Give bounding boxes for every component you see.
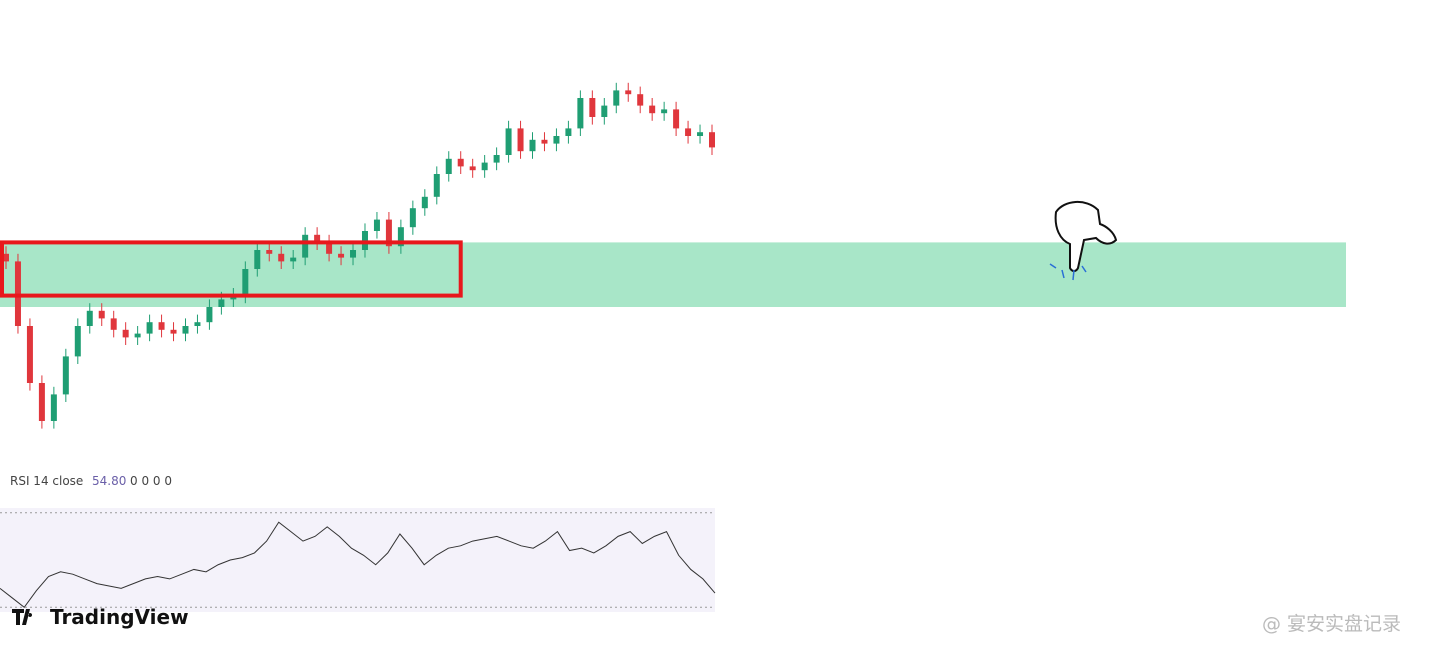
- candle-body: [601, 105, 608, 117]
- candle-body: [541, 139, 548, 144]
- candle-body: [254, 250, 261, 269]
- candle-body: [278, 253, 285, 262]
- candle-body: [290, 257, 297, 262]
- candle-body: [3, 253, 9, 262]
- rsi-extra: 0 0 0 0: [130, 474, 172, 488]
- candle-body: [589, 98, 596, 117]
- candle-body: [697, 132, 704, 136]
- candle-body: [74, 326, 81, 357]
- candle-body: [134, 333, 141, 338]
- candle-body: [625, 90, 632, 95]
- candle-body: [709, 132, 715, 148]
- candle-body: [38, 383, 45, 421]
- candle-body: [577, 98, 584, 129]
- pointing-hand: [1049, 201, 1118, 281]
- candle-body: [170, 329, 177, 334]
- brand-logo: [12, 609, 33, 625]
- candle-body: [50, 394, 57, 421]
- candle-body: [505, 128, 512, 155]
- candle-body: [445, 158, 452, 174]
- candle-body: [517, 128, 524, 152]
- candle-body: [649, 105, 656, 114]
- candle-body: [409, 208, 416, 228]
- candle-body: [385, 219, 392, 247]
- candle-body: [302, 234, 309, 258]
- candle-body: [481, 162, 488, 171]
- candle-body: [457, 158, 464, 167]
- candle-body: [182, 326, 189, 334]
- brand: TradingView: [50, 605, 189, 629]
- candle-body: [242, 269, 249, 296]
- candle-body: [122, 329, 129, 338]
- candle-body: [146, 322, 153, 334]
- rsi-value: 54.80: [92, 474, 126, 488]
- candle-body: [218, 299, 225, 307]
- candle-body: [326, 242, 333, 254]
- candle-body: [553, 136, 560, 144]
- candle-body: [26, 326, 33, 383]
- highlight-box: [0, 240, 463, 298]
- rsi-line: [0, 521, 716, 608]
- candle-body: [62, 356, 69, 395]
- candle-body: [685, 128, 692, 136]
- candle-body: [373, 219, 380, 231]
- candle-body: [158, 322, 165, 330]
- watermark: @ 宴安实盘记录: [1262, 612, 1401, 635]
- candle-body: [661, 109, 668, 114]
- candle-body: [673, 109, 680, 129]
- candle-body: [338, 253, 345, 258]
- candle-body: [397, 227, 404, 247]
- candle-body: [421, 196, 428, 209]
- candle-body: [194, 322, 201, 326]
- candle-body: [433, 174, 440, 197]
- candle-body: [314, 234, 321, 243]
- candle-body: [637, 94, 644, 106]
- rsi-label: RSI 14 close: [10, 474, 83, 488]
- candle-body: [206, 307, 213, 323]
- candle-body: [493, 155, 500, 163]
- candle-body: [565, 128, 572, 136]
- candle-body: [529, 139, 536, 152]
- candle-body: [266, 250, 273, 254]
- candle-body: [86, 310, 93, 326]
- candle-body: [350, 250, 357, 258]
- candle-body: [98, 310, 105, 319]
- candle-body: [110, 318, 117, 330]
- candle-body: [469, 166, 476, 171]
- candle-body: [613, 90, 620, 106]
- rsi-panel: [0, 508, 715, 612]
